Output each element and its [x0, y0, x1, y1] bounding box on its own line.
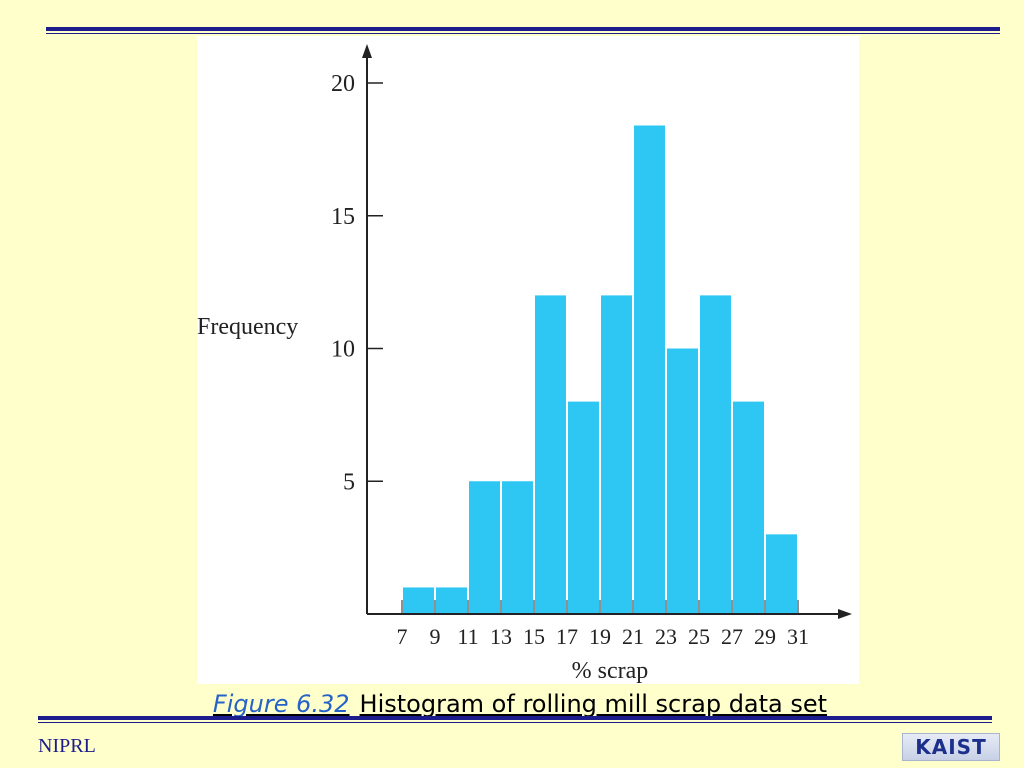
histogram-bar	[634, 125, 665, 614]
y-axis-label: Frequency	[197, 314, 298, 340]
y-tick-label: 15	[331, 204, 355, 230]
histogram-bar	[733, 401, 764, 614]
histogram-bar	[601, 295, 632, 614]
x-axis-label: % scrap	[572, 658, 649, 684]
x-tick-label: 17	[556, 624, 578, 649]
histogram-bar	[667, 348, 698, 614]
x-tick-label: 9	[430, 624, 441, 649]
figure-caption: Figure 6.32 Histogram of rolling mill scr…	[0, 690, 1024, 718]
x-tick-label: 21	[622, 624, 644, 649]
x-tick-label: 15	[523, 624, 545, 649]
x-tick-label: 13	[490, 624, 512, 649]
histogram-bar	[700, 295, 731, 614]
figure-reference: Figure 6.32	[212, 690, 350, 718]
y-axis-arrow	[362, 44, 372, 58]
x-tick-label: 27	[721, 624, 743, 649]
x-tick-label: 7	[397, 624, 408, 649]
x-axis-arrow	[838, 609, 852, 619]
y-tick-label: 5	[343, 469, 355, 495]
x-tick-label: 19	[589, 624, 611, 649]
x-tick-label: 25	[688, 624, 710, 649]
x-tick-label: 31	[787, 624, 809, 649]
histogram-bar	[568, 401, 599, 614]
histogram-bar	[535, 295, 566, 614]
top-rule	[46, 27, 1000, 31]
bars-layer	[403, 125, 797, 614]
kaist-logo: KAIST	[902, 733, 1000, 761]
bottom-rule-thin	[38, 722, 992, 723]
y-tick-label: 20	[331, 71, 355, 97]
bottom-rule	[38, 716, 992, 720]
chart-panel: 5 10 15 20 7 9 11 13 15 17 19 21 23 25 27 29 31 Frequenc…	[197, 36, 859, 684]
ticks-layer: 5 10 15 20 7 9 11 13 15 17 19 21 23 25 27 29 31	[331, 71, 809, 649]
x-tick-label: 11	[457, 624, 478, 649]
histogram-bar	[766, 534, 797, 614]
x-tick-label: 29	[754, 624, 776, 649]
x-tick-label: 23	[655, 624, 677, 649]
histogram-bar	[469, 481, 500, 614]
histogram-bar	[436, 587, 467, 614]
histogram-bar	[502, 481, 533, 614]
histogram-bar	[403, 587, 434, 614]
top-rule-thin	[46, 33, 1000, 34]
axes-layer	[362, 44, 852, 619]
footer-org-label: NIPRL	[38, 735, 96, 757]
caption-text: Histogram of rolling mill scrap data set	[359, 690, 828, 718]
y-tick-label: 10	[331, 337, 355, 363]
histogram-chart: 5 10 15 20 7 9 11 13 15 17 19 21 23 25 27 29 31 Frequenc…	[197, 44, 852, 684]
